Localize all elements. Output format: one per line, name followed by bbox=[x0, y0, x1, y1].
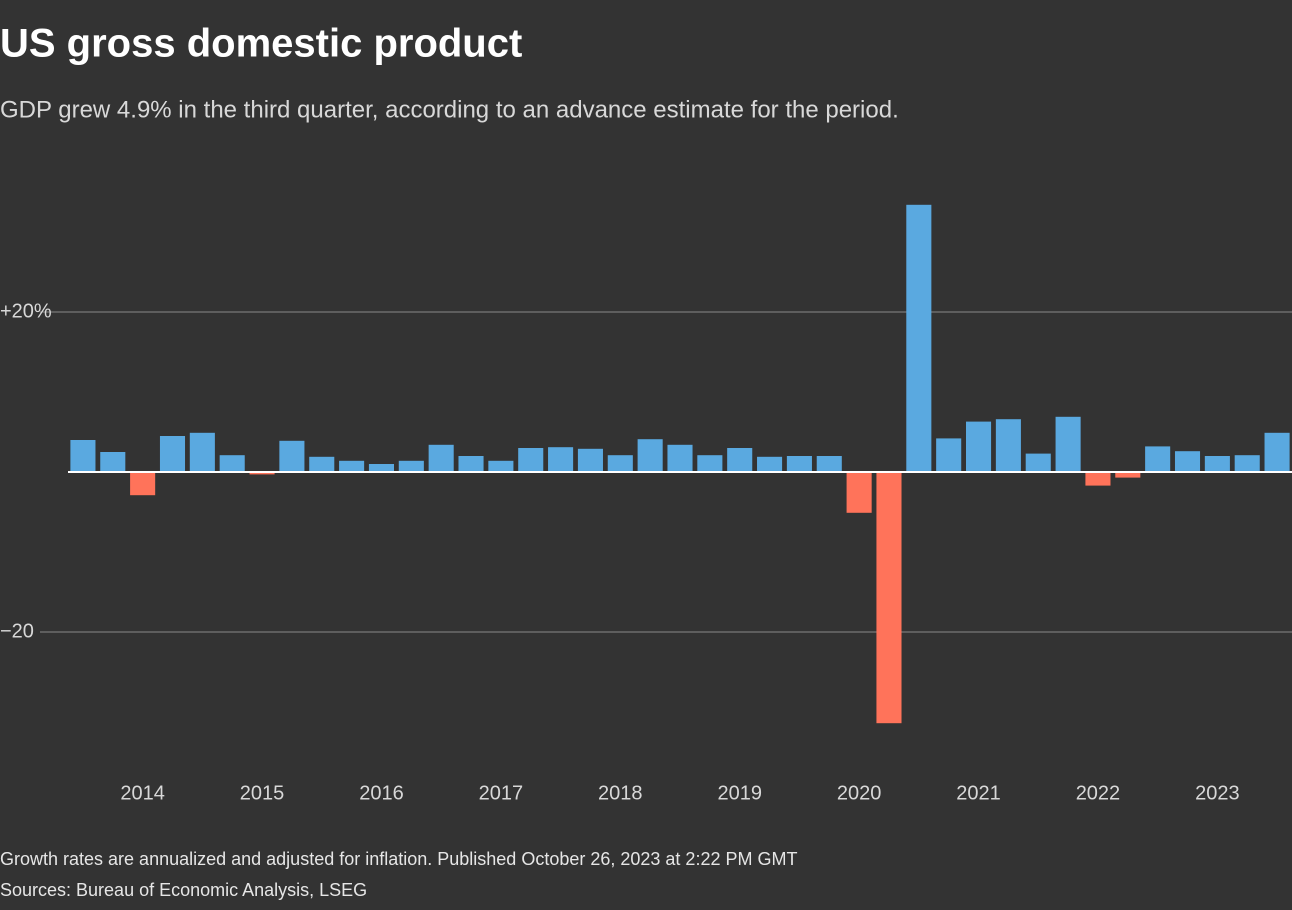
bar bbox=[965, 421, 992, 472]
x-tick-label: 2017 bbox=[479, 782, 524, 804]
bar bbox=[995, 419, 1021, 472]
bar bbox=[906, 204, 932, 473]
x-tick-label: 2020 bbox=[837, 782, 882, 804]
chart-subtitle: GDP grew 4.9% in the third quarter, acco… bbox=[0, 96, 899, 123]
bar bbox=[1234, 455, 1260, 472]
bar bbox=[607, 455, 633, 472]
bar bbox=[398, 460, 424, 472]
chart-title: US gross domestic product bbox=[0, 22, 522, 66]
bar bbox=[1025, 453, 1051, 472]
x-tick-label: 2014 bbox=[120, 782, 165, 804]
footnote: Growth rates are annualized and adjusted… bbox=[0, 849, 797, 869]
bar bbox=[757, 456, 783, 472]
bar bbox=[219, 455, 245, 472]
bar bbox=[339, 460, 365, 472]
bar bbox=[70, 440, 96, 472]
bar bbox=[488, 460, 514, 472]
bar bbox=[727, 448, 753, 472]
bar bbox=[846, 472, 872, 513]
bar bbox=[100, 452, 126, 472]
bar bbox=[577, 448, 603, 472]
bar bbox=[309, 456, 335, 472]
x-tick-label: 2018 bbox=[598, 782, 643, 804]
source: Sources: Bureau of Economic Analysis, LS… bbox=[0, 880, 367, 900]
bar bbox=[159, 436, 186, 472]
bar bbox=[1174, 451, 1201, 472]
bar bbox=[816, 456, 842, 472]
bar bbox=[697, 455, 723, 472]
bar bbox=[1145, 446, 1171, 472]
y-tick-label: +20% bbox=[0, 300, 52, 322]
x-tick-label: 2015 bbox=[240, 782, 285, 804]
bar bbox=[1115, 472, 1141, 478]
bar bbox=[667, 444, 693, 472]
bar bbox=[1264, 432, 1290, 472]
bar bbox=[936, 438, 962, 472]
bar bbox=[876, 472, 902, 724]
bar bbox=[428, 444, 454, 472]
y-tick-label: −20 bbox=[0, 620, 34, 642]
bar bbox=[1204, 456, 1230, 472]
bar bbox=[786, 456, 812, 472]
x-tick-label: 2016 bbox=[359, 782, 404, 804]
bar bbox=[130, 472, 156, 496]
bar bbox=[1055, 416, 1081, 472]
bar bbox=[458, 456, 484, 472]
x-tick-label: 2023 bbox=[1195, 782, 1240, 804]
bar bbox=[518, 448, 544, 472]
x-tick-label: 2022 bbox=[1076, 782, 1121, 804]
bar bbox=[368, 464, 395, 472]
bar bbox=[249, 472, 275, 475]
bar bbox=[548, 447, 574, 472]
x-tick-label: 2021 bbox=[956, 782, 1001, 804]
bar bbox=[1085, 472, 1111, 486]
bar bbox=[189, 432, 215, 472]
x-tick-label: 2019 bbox=[717, 782, 762, 804]
bar bbox=[637, 439, 663, 472]
bar bbox=[279, 440, 305, 472]
